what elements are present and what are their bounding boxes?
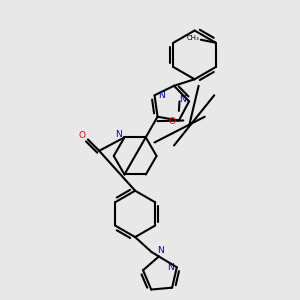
Text: O: O <box>78 130 85 140</box>
Text: N: N <box>157 246 164 255</box>
Text: N: N <box>158 91 164 100</box>
Text: N: N <box>179 95 186 104</box>
Text: N: N <box>167 263 174 272</box>
Text: CH₃: CH₃ <box>186 35 199 41</box>
Text: N: N <box>115 130 122 139</box>
Text: O: O <box>169 118 176 127</box>
